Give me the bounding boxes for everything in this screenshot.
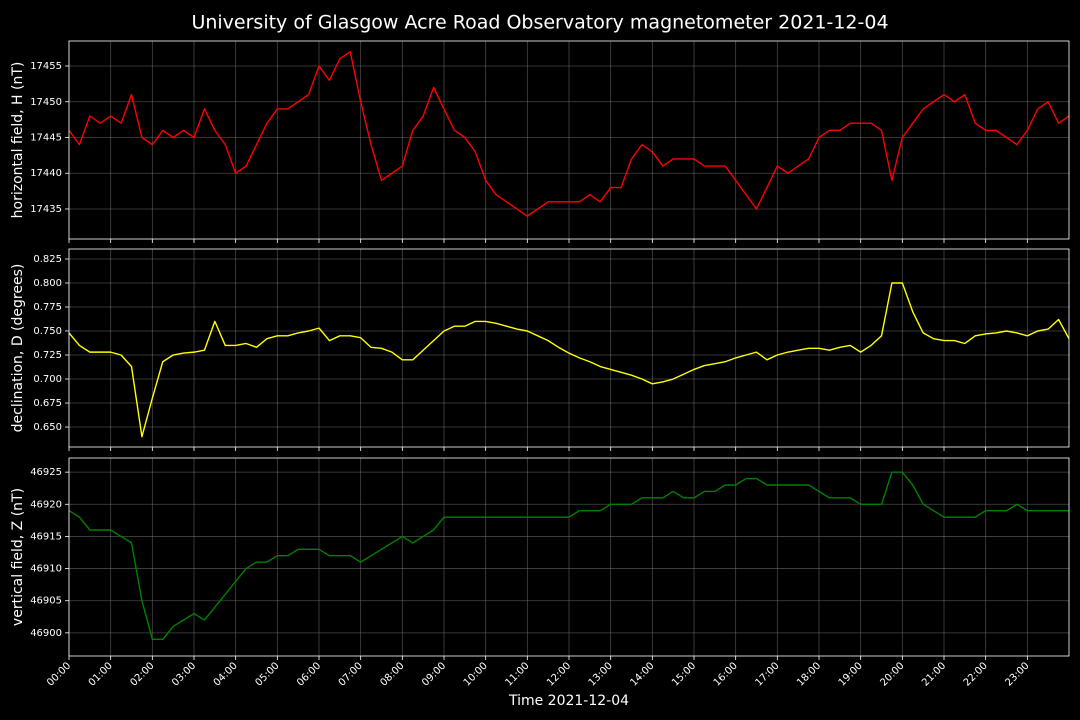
x-axis-label: Time 2021-12-04 xyxy=(508,693,629,709)
axes-frame xyxy=(68,248,1070,448)
y-axis-label: vertical field, Z (nT) xyxy=(10,488,26,626)
y-tick-label: 46925 xyxy=(30,467,62,478)
y-tick-label: 0.725 xyxy=(33,350,62,361)
y-tick-label: 17435 xyxy=(30,204,62,215)
data-line xyxy=(68,51,1070,217)
y-tick-label: 0.650 xyxy=(33,422,62,433)
y-tick-label: 0.775 xyxy=(33,302,62,313)
y-tick-label: 17445 xyxy=(30,132,62,143)
y-tick-label: 46910 xyxy=(30,564,62,575)
y-tick-label: 17450 xyxy=(30,97,62,108)
axes-frame xyxy=(68,40,1070,240)
y-tick-label: 17455 xyxy=(30,61,62,72)
data-line xyxy=(68,282,1070,438)
y-tick-label: 0.700 xyxy=(33,374,62,385)
data-line xyxy=(68,471,1069,640)
y-tick-label: 0.675 xyxy=(33,398,62,409)
y-tick-label: 46905 xyxy=(30,596,62,607)
y-tick-label: 46900 xyxy=(30,628,62,639)
y-tick-label: 46915 xyxy=(30,531,62,542)
y-tick-label: 0.750 xyxy=(33,326,62,337)
y-tick-label: 0.800 xyxy=(33,278,62,289)
y-tick-label: 17440 xyxy=(30,168,62,179)
figure-title: University of Glasgow Acre Road Observat… xyxy=(191,12,888,34)
y-tick-label: 0.825 xyxy=(33,254,62,265)
y-axis-label: horizontal field, H (nT) xyxy=(10,62,26,219)
axes-frame xyxy=(68,457,1070,657)
y-axis-label: declination, D (degrees) xyxy=(10,264,26,433)
y-tick-label: 46920 xyxy=(30,499,62,510)
